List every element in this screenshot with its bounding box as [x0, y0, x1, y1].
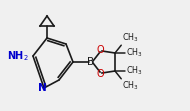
Text: NH$_2$: NH$_2$ [7, 49, 29, 63]
Text: CH$_3$: CH$_3$ [126, 65, 143, 77]
Text: CH$_3$: CH$_3$ [126, 47, 143, 59]
Text: CH$_3$: CH$_3$ [122, 80, 139, 92]
Text: O: O [96, 69, 104, 79]
Text: N: N [38, 83, 46, 93]
Text: B: B [87, 57, 95, 67]
Text: O: O [96, 45, 104, 55]
Text: CH$_3$: CH$_3$ [122, 32, 139, 44]
